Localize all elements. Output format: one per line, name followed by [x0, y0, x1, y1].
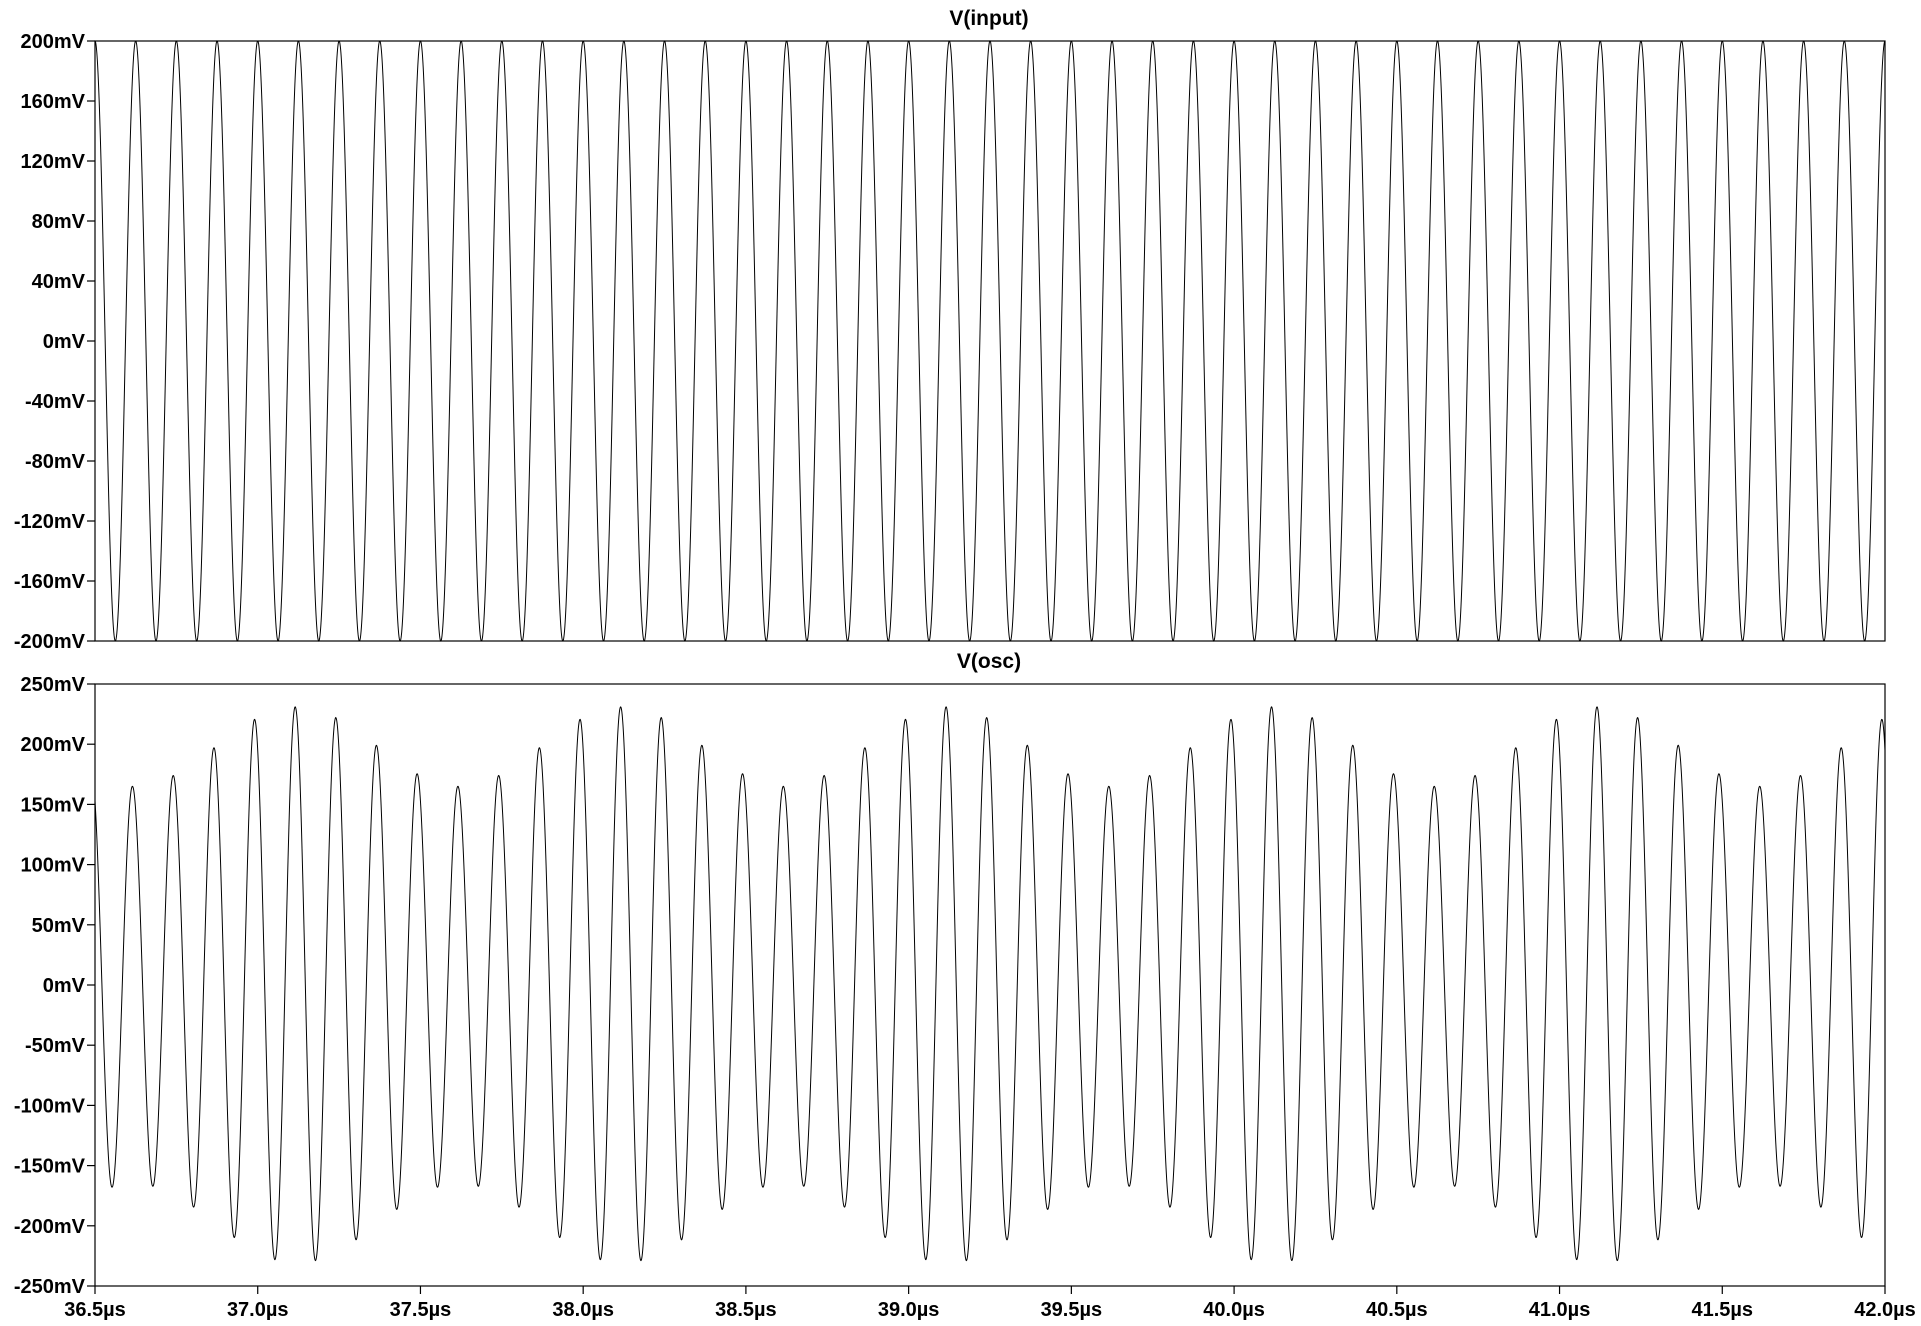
- y-axis-v-osc: 250mV 200mV 150mV 100mV 50mV 0mV -50mV -100mV -1…: [14, 674, 95, 1298]
- x-tick-label: 42.0µs: [1854, 1299, 1916, 1321]
- pane-v-input: V(input) 200mV 160mV 120mV 80mV 40mV 0mV -40mV…: [14, 7, 1886, 653]
- y-tick-label: -80mV: [25, 451, 86, 473]
- x-tick-label: 37.5µs: [390, 1299, 452, 1321]
- x-tick-label: 40.5µs: [1366, 1299, 1428, 1321]
- y-tick-label: 150mV: [21, 794, 86, 816]
- y-tick-label: -200mV: [14, 631, 86, 653]
- y-tick-label: 50mV: [32, 915, 86, 937]
- y-tick-label: 0mV: [43, 331, 86, 353]
- y-tick-label: 250mV: [21, 674, 86, 696]
- plot-frame-v-osc: [94, 683, 1886, 1287]
- x-tick-label: 37.0µs: [227, 1299, 289, 1321]
- y-tick-label: 80mV: [32, 211, 86, 233]
- y-tick-label: 120mV: [21, 151, 86, 173]
- x-tick-label: 38.5µs: [715, 1299, 777, 1321]
- trace-title-v-input[interactable]: V(input): [949, 7, 1028, 30]
- y-tick-label: -200mV: [14, 1216, 86, 1238]
- x-tick-label: 40.0µs: [1203, 1299, 1265, 1321]
- series-line-v-input[interactable]: [94, 40, 1886, 642]
- y-tick-label: -40mV: [25, 391, 86, 413]
- y-tick-label: 160mV: [21, 91, 86, 113]
- x-axis-time: 36.5µs 37.0µs 37.5µs 38.0µs 38.5µs 39.0µs 39.5…: [64, 1286, 1916, 1321]
- y-axis-v-input: 200mV 160mV 120mV 80mV 40mV 0mV -40mV -80mV -120…: [14, 31, 95, 653]
- x-tick-label: 36.5µs: [64, 1299, 126, 1321]
- y-tick-label: 40mV: [32, 271, 86, 293]
- y-tick-label: -100mV: [14, 1095, 86, 1117]
- y-tick-label: -120mV: [14, 511, 86, 533]
- y-tick-label: 100mV: [21, 855, 86, 877]
- y-tick-label: -160mV: [14, 571, 86, 593]
- y-tick-label: 200mV: [21, 31, 86, 53]
- x-tick-label: 41.5µs: [1691, 1299, 1753, 1321]
- series-line-v-osc[interactable]: [94, 706, 1886, 1262]
- x-tick-label: 39.0µs: [878, 1299, 940, 1321]
- plot-frame-v-input: [94, 40, 1886, 642]
- x-tick-label: 39.5µs: [1041, 1299, 1103, 1321]
- pane-v-osc: V(osc) 250mV 200mV 150mV 100mV 50mV 0mV -50mV -…: [14, 650, 1916, 1321]
- y-tick-label: -250mV: [14, 1276, 86, 1298]
- y-tick-label: -150mV: [14, 1156, 86, 1178]
- y-tick-label: -50mV: [25, 1035, 86, 1057]
- x-tick-label: 38.0µs: [552, 1299, 614, 1321]
- x-tick-label: 41.0µs: [1529, 1299, 1591, 1321]
- y-tick-label: 0mV: [43, 975, 86, 997]
- trace-title-v-osc[interactable]: V(osc): [957, 650, 1021, 673]
- y-tick-label: 200mV: [21, 734, 86, 756]
